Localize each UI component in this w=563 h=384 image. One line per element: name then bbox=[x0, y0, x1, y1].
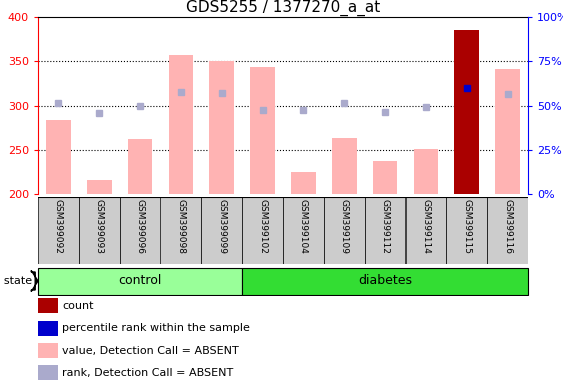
Bar bbox=[38, 365, 57, 380]
Text: GSM399116: GSM399116 bbox=[503, 199, 512, 254]
Bar bbox=[128, 139, 153, 194]
Bar bbox=[242, 197, 283, 264]
Bar bbox=[120, 197, 160, 264]
Text: GSM399098: GSM399098 bbox=[176, 199, 185, 254]
Bar bbox=[202, 197, 242, 264]
Bar bbox=[242, 268, 528, 295]
Text: percentile rank within the sample: percentile rank within the sample bbox=[62, 323, 251, 333]
Bar bbox=[446, 197, 487, 264]
Bar bbox=[38, 268, 242, 295]
Text: GSM399114: GSM399114 bbox=[422, 199, 431, 254]
Text: GSM399112: GSM399112 bbox=[381, 199, 390, 254]
Bar bbox=[324, 197, 365, 264]
Bar bbox=[487, 197, 528, 264]
Text: GSM399096: GSM399096 bbox=[136, 199, 145, 254]
Text: value, Detection Call = ABSENT: value, Detection Call = ABSENT bbox=[62, 346, 239, 356]
Text: GSM399099: GSM399099 bbox=[217, 199, 226, 254]
Bar bbox=[38, 197, 79, 264]
Bar bbox=[365, 197, 405, 264]
Text: rank, Detection Call = ABSENT: rank, Detection Call = ABSENT bbox=[62, 368, 234, 378]
Bar bbox=[454, 30, 479, 194]
Text: GSM399093: GSM399093 bbox=[95, 199, 104, 254]
Bar bbox=[38, 343, 57, 359]
Text: diabetes: diabetes bbox=[358, 275, 412, 288]
Bar bbox=[169, 55, 193, 194]
Bar bbox=[87, 180, 111, 194]
Text: GSM399109: GSM399109 bbox=[339, 199, 348, 254]
Bar bbox=[46, 120, 71, 194]
Text: disease state: disease state bbox=[0, 276, 32, 286]
Text: GSM399092: GSM399092 bbox=[54, 199, 63, 254]
Bar bbox=[209, 61, 234, 194]
Bar bbox=[414, 149, 438, 194]
Bar bbox=[291, 172, 316, 194]
Text: control: control bbox=[118, 275, 162, 288]
Text: GSM399115: GSM399115 bbox=[462, 199, 471, 254]
Bar bbox=[283, 197, 324, 264]
Bar bbox=[373, 161, 397, 194]
Bar bbox=[79, 197, 120, 264]
Bar bbox=[160, 197, 202, 264]
Bar bbox=[251, 66, 275, 194]
Bar bbox=[332, 138, 356, 194]
Text: GSM399104: GSM399104 bbox=[299, 199, 308, 254]
Bar bbox=[38, 321, 57, 336]
Text: GSM399102: GSM399102 bbox=[258, 199, 267, 254]
Bar bbox=[405, 197, 446, 264]
FancyArrow shape bbox=[31, 270, 38, 291]
Bar bbox=[495, 69, 520, 194]
Title: GDS5255 / 1377270_a_at: GDS5255 / 1377270_a_at bbox=[186, 0, 380, 16]
Text: count: count bbox=[62, 301, 94, 311]
Bar bbox=[38, 298, 57, 313]
